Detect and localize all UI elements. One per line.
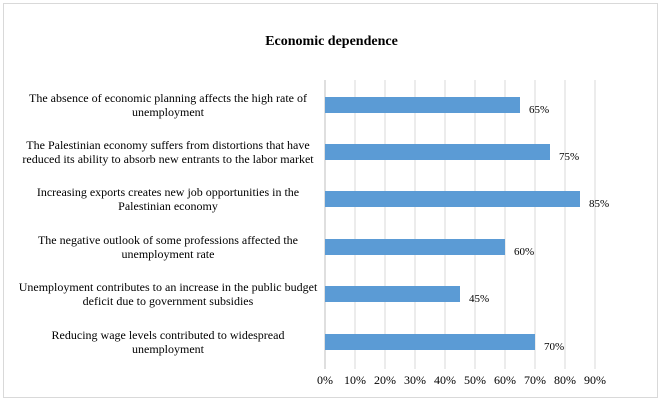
category-label: Unemployment contributes to an increase … (18, 280, 318, 308)
x-tick-label: 40% (434, 373, 456, 387)
x-tick-label: 60% (494, 373, 516, 387)
data-label: 75% (559, 151, 580, 163)
x-tick-label: 80% (554, 373, 576, 387)
bar (325, 191, 580, 207)
x-tick-label: 70% (524, 373, 546, 387)
bar (325, 334, 535, 350)
bar (325, 97, 520, 113)
bar (325, 286, 460, 302)
x-tick-label: 10% (344, 373, 366, 387)
bar (325, 239, 505, 255)
x-tick-label: 0% (317, 373, 333, 387)
x-tick-label: 50% (464, 373, 486, 387)
category-label: The Palestinian economy suffers from dis… (22, 138, 314, 166)
bar (325, 144, 550, 160)
category-label: The absence of economic planning affects… (29, 91, 307, 119)
data-label: 85% (589, 198, 610, 210)
category-label: Reducing wage levels contributed to wide… (51, 328, 285, 356)
x-tick-label: 20% (374, 373, 396, 387)
x-tick-label: 90% (584, 373, 606, 387)
data-label: 65% (529, 104, 550, 116)
data-label: 60% (514, 246, 535, 258)
chart-title: Economic dependence (265, 34, 398, 49)
category-label: The negative outlook of some professions… (37, 233, 299, 261)
category-label: Increasing exports creates new job oppor… (36, 185, 300, 213)
data-label: 70% (544, 341, 565, 353)
data-label: 45% (469, 293, 490, 305)
x-tick-label: 30% (404, 373, 426, 387)
